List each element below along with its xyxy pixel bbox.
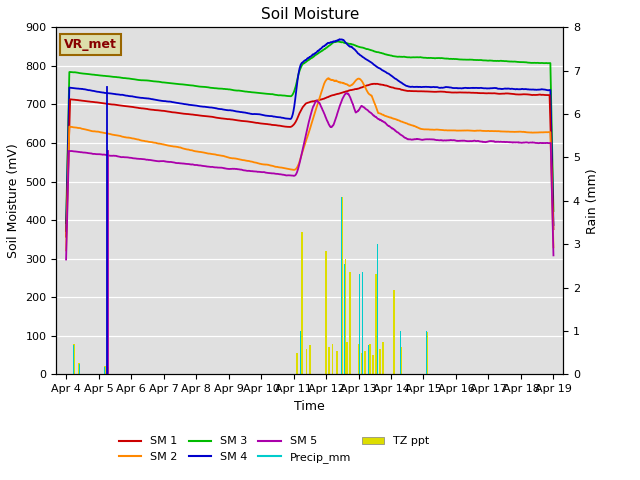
- Bar: [364, 351, 366, 374]
- Bar: [73, 346, 74, 374]
- Bar: [362, 272, 363, 374]
- Legend: SM 1, SM 2, SM 3, SM 4, SM 5, Precip_mm, TZ ppt: SM 1, SM 2, SM 3, SM 4, SM 5, Precip_mm,…: [115, 432, 434, 468]
- Bar: [376, 274, 377, 374]
- Bar: [301, 232, 303, 374]
- Bar: [344, 259, 346, 374]
- Bar: [377, 244, 378, 374]
- Bar: [379, 349, 381, 374]
- Bar: [358, 344, 360, 374]
- Bar: [78, 363, 80, 374]
- Bar: [337, 351, 339, 374]
- Text: VR_met: VR_met: [64, 38, 117, 51]
- Bar: [399, 331, 401, 374]
- Bar: [104, 367, 105, 374]
- Bar: [369, 344, 371, 374]
- Bar: [325, 251, 327, 374]
- Bar: [104, 366, 106, 374]
- Y-axis label: Soil Moisture (mV): Soil Moisture (mV): [7, 144, 20, 258]
- Bar: [372, 355, 374, 374]
- Bar: [382, 342, 384, 374]
- Bar: [361, 353, 363, 374]
- Bar: [300, 331, 301, 374]
- Bar: [426, 332, 428, 374]
- Bar: [349, 272, 351, 374]
- Bar: [306, 349, 307, 374]
- Bar: [400, 348, 402, 374]
- Bar: [341, 197, 343, 374]
- Bar: [358, 274, 360, 374]
- Y-axis label: Rain (mm): Rain (mm): [586, 168, 598, 234]
- Bar: [426, 331, 427, 374]
- Bar: [309, 346, 310, 374]
- Title: Soil Moisture: Soil Moisture: [260, 7, 359, 22]
- Bar: [79, 364, 80, 374]
- Bar: [341, 197, 342, 374]
- Bar: [346, 342, 348, 374]
- Bar: [328, 348, 330, 374]
- Bar: [296, 353, 298, 374]
- Bar: [344, 264, 346, 374]
- X-axis label: Time: Time: [294, 400, 325, 413]
- Bar: [394, 289, 395, 374]
- Bar: [74, 344, 75, 374]
- Bar: [332, 344, 333, 374]
- Bar: [108, 368, 109, 374]
